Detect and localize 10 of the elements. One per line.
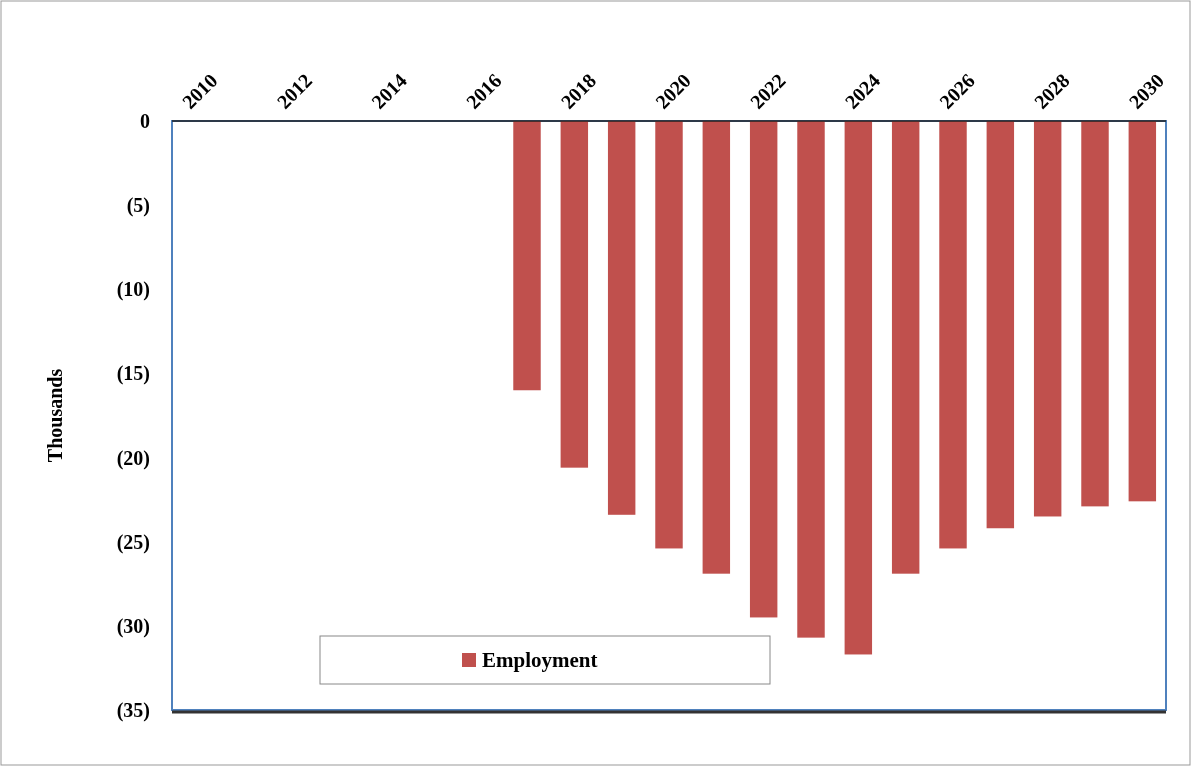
legend-label: Employment: [482, 648, 598, 673]
y-tick-label: (30): [116, 614, 150, 638]
y-tick-label: (10): [116, 278, 150, 302]
y-tick-label: 0: [140, 110, 150, 132]
y-tick-label: (5): [126, 194, 150, 218]
y-tick-label: (20): [116, 446, 150, 470]
y-tick-label: (25): [116, 530, 150, 554]
y-tick-label: (15): [116, 362, 150, 386]
y-axis-title: Thousands: [44, 368, 66, 463]
y-tick-label: (35): [116, 699, 150, 722]
